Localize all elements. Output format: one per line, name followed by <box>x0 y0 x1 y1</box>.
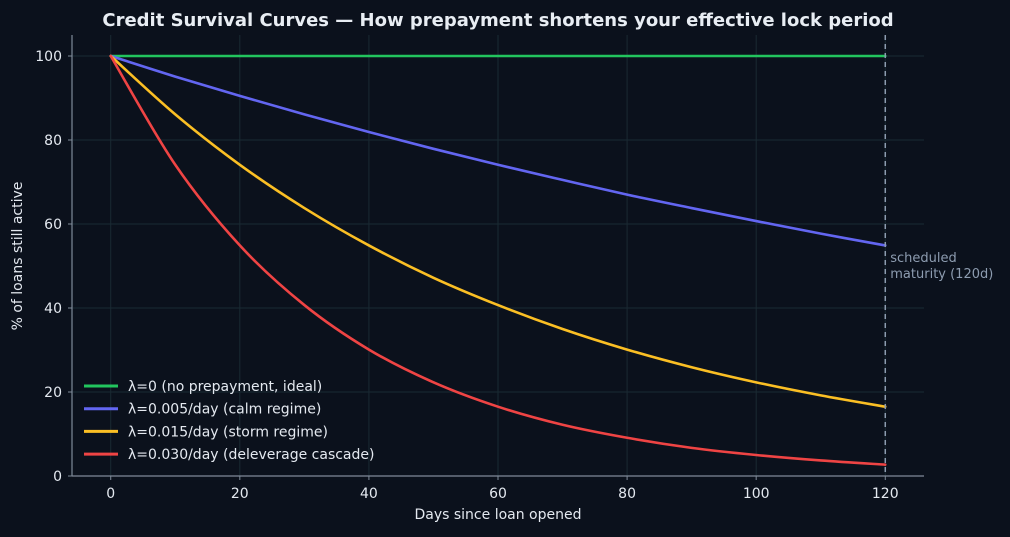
y-axis-label: % of loans still active <box>10 182 26 331</box>
x-tick-label: 120 <box>872 486 899 502</box>
legend-label-0: λ=0 (no prepayment, ideal) <box>128 379 322 395</box>
series-line-1 <box>109 54 887 247</box>
x-tick-label: 20 <box>231 486 249 502</box>
legend-label-1: λ=0.005/day (calm regime) <box>128 402 321 418</box>
y-tick-label: 100 <box>35 49 62 65</box>
series-line-2 <box>109 54 887 408</box>
x-tick-label: 100 <box>743 486 770 502</box>
y-tick-label: 40 <box>44 301 62 317</box>
y-tick-label: 20 <box>44 385 62 401</box>
x-tick-label: 80 <box>618 486 636 502</box>
series-line-3 <box>109 54 887 466</box>
y-tick-label: 0 <box>53 469 62 485</box>
legend: λ=0 (no prepayment, ideal) λ=0.005/day (c… <box>84 379 374 463</box>
legend-label-2: λ=0.015/day (storm regime) <box>128 424 328 440</box>
legend-label-3: λ=0.030/day (deleverage cascade) <box>128 447 374 463</box>
x-axis-label: Days since loan opened <box>414 507 581 523</box>
maturity-annotation-line: maturity (120d) <box>890 267 993 282</box>
x-tick-label: 0 <box>106 486 115 502</box>
chart-title: Credit Survival Curves — How prepayment … <box>102 10 893 31</box>
y-tick-label: 80 <box>44 133 62 149</box>
maturity-annotation-line: scheduled <box>890 251 957 266</box>
series-lines <box>109 54 887 466</box>
x-tick-label: 60 <box>489 486 507 502</box>
x-tick-label: 40 <box>360 486 378 502</box>
y-tick-label: 60 <box>44 217 62 233</box>
tick-labels: 0 20 40 60 80 100 120 0 20 40 60 80 100 <box>35 49 898 502</box>
